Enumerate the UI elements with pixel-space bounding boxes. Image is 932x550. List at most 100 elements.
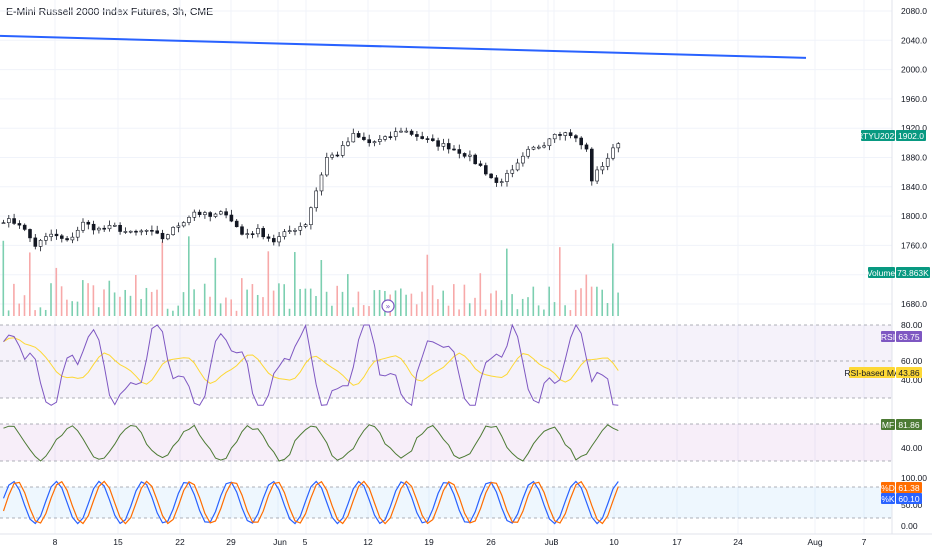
- price-tick-label: 2000.0: [901, 65, 927, 75]
- volume-bar: [177, 305, 179, 316]
- candle: [415, 134, 419, 137]
- candle: [102, 227, 106, 230]
- candle: [478, 163, 483, 166]
- volume-bar: [87, 283, 89, 316]
- price-axis[interactable]: 1680.01720.01760.01800.01840.01880.01920…: [901, 6, 927, 309]
- price-tick-label: 1800.0: [901, 211, 927, 221]
- candle: [107, 225, 112, 230]
- volume-bar: [283, 284, 285, 316]
- candle: [7, 218, 11, 224]
- volume-bar: [484, 309, 487, 316]
- candle: [150, 230, 154, 232]
- volume-bar: [193, 289, 195, 316]
- volume-bar: [135, 275, 137, 316]
- candle: [293, 229, 297, 232]
- volume-bar: [463, 284, 466, 316]
- price-tick-label: 1680.0: [901, 299, 927, 309]
- last-price: 1902.0: [898, 131, 924, 141]
- time-tick-label: 29: [226, 537, 236, 547]
- volume-bar: [34, 310, 36, 316]
- volume-bar: [267, 251, 270, 316]
- candle: [245, 233, 250, 235]
- price-tick-label: 2040.0: [901, 35, 927, 45]
- volume-bar: [368, 306, 370, 316]
- volume-bar: [543, 309, 545, 316]
- candle: [229, 214, 234, 222]
- grid: [0, 0, 892, 534]
- candle: [160, 232, 165, 240]
- volume-bar: [225, 297, 227, 316]
- candle: [187, 216, 191, 223]
- candle: [261, 228, 266, 238]
- volume-bar: [214, 257, 217, 316]
- volume-bar: [596, 286, 598, 316]
- stoch-k-label: %K: [881, 494, 895, 504]
- candle: [595, 169, 599, 182]
- candle: [335, 154, 340, 157]
- volume-bar: [278, 283, 280, 316]
- volume-bar: [304, 288, 307, 316]
- trendline[interactable]: [0, 34, 807, 59]
- rsi-label: RSI: [881, 332, 895, 342]
- candle: [446, 143, 451, 150]
- stoch-k-tag: %K 60.10: [881, 493, 922, 504]
- volume-bar: [198, 309, 201, 316]
- volume-bar: [400, 288, 402, 316]
- candle: [547, 138, 552, 147]
- volume-bar: [219, 303, 222, 316]
- rsi-ma-label: RSI-based MA: [844, 368, 900, 378]
- stoch-k-value: 60.10: [898, 494, 920, 504]
- volume-bar: [82, 280, 84, 316]
- volume-bar: [272, 290, 275, 316]
- candle: [12, 218, 16, 224]
- volume-bar: [129, 295, 132, 316]
- candle: [203, 212, 207, 215]
- symbol-tag: RTYU2023: [857, 131, 899, 141]
- candle: [319, 174, 324, 192]
- candle: [574, 135, 578, 139]
- volume-bar: [103, 289, 105, 316]
- candle: [113, 224, 117, 227]
- candle: [584, 144, 589, 150]
- volume-value: 73.863K: [897, 268, 929, 278]
- candle: [340, 145, 345, 156]
- volume-bar: [251, 284, 254, 316]
- volume-bar: [209, 296, 211, 316]
- scroll-to-realtime-button[interactable]: »: [381, 299, 395, 313]
- candle: [314, 190, 319, 209]
- volume-bar: [150, 291, 153, 316]
- volume-bar: [119, 296, 121, 316]
- candle: [282, 231, 287, 237]
- volume-bar: [246, 289, 248, 316]
- candle: [155, 230, 159, 234]
- candle: [452, 148, 456, 151]
- candle: [33, 237, 38, 247]
- candle: [224, 211, 228, 216]
- time-tick-label: Jul: [545, 537, 556, 547]
- volume-bar: [256, 294, 259, 316]
- volume-bar: [421, 291, 423, 316]
- volume-bar: [92, 285, 95, 316]
- candle: [468, 154, 472, 157]
- candle: [256, 228, 260, 235]
- candle: [600, 166, 605, 171]
- price-tick-label: 2080.0: [901, 6, 927, 16]
- volume-bar: [580, 288, 582, 316]
- volume-bar: [357, 291, 360, 316]
- volume-bar: [453, 284, 455, 316]
- candle: [505, 173, 509, 182]
- candle: [65, 238, 69, 241]
- volume-bar: [612, 243, 614, 316]
- candle: [298, 226, 303, 231]
- candle: [563, 132, 568, 136]
- candle: [494, 177, 499, 183]
- volume-bar: [182, 292, 185, 316]
- time-tick-label: 15: [113, 537, 123, 547]
- volume-bar: [172, 310, 174, 316]
- volume-bar: [468, 303, 471, 316]
- candle: [521, 155, 525, 164]
- candle: [49, 233, 54, 237]
- candle: [536, 146, 541, 149]
